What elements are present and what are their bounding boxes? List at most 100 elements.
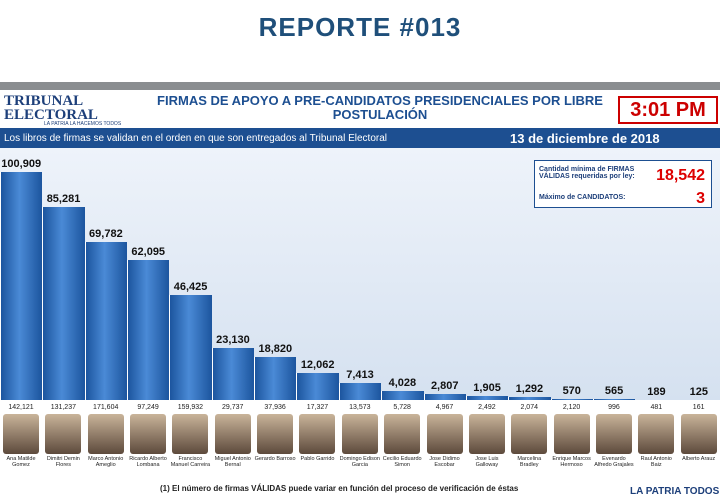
value-label: 565 <box>604 384 624 397</box>
bar <box>508 397 551 400</box>
value-label: 62,095 <box>131 245 166 258</box>
total-label: 161 <box>692 404 705 411</box>
value-label: 85,281 <box>46 193 81 206</box>
value-label: 12,062 <box>300 358 335 371</box>
photo <box>341 414 378 454</box>
photo <box>426 414 463 454</box>
bar <box>423 393 466 400</box>
candidate-name: Pablo Garrido <box>300 456 335 462</box>
value-label: 570 <box>562 384 581 397</box>
bar <box>0 172 43 400</box>
candidate-name: Cecilio Eduardo Simon <box>382 456 422 468</box>
value-label: 46,425 <box>173 281 208 294</box>
logo-tagline: LA PATRIA LA HACEMOS TODOS <box>44 121 122 127</box>
title: REPORTE #013 <box>258 12 462 42</box>
candidate-name: Gerardo Barroso <box>254 456 296 462</box>
photo <box>384 414 421 454</box>
bar <box>465 395 509 400</box>
min-label: Cantidad mínima de FIRMAS VÁLIDAS requer… <box>539 166 635 180</box>
value-label: 18,820 <box>258 343 293 356</box>
bar <box>42 207 85 400</box>
candidate-name: Miguel Antonio Bernal <box>214 456 251 468</box>
total-label: 2,074 <box>520 404 538 411</box>
candidate-name: Alberto Arauz <box>682 456 716 462</box>
candidate-name: Domingo Edison Garcia <box>339 456 380 468</box>
bar <box>550 398 593 400</box>
bar <box>296 372 339 400</box>
note: Los libros de firmas se validan en el or… <box>4 133 388 144</box>
photo <box>87 414 124 454</box>
value-label: 1,292 <box>515 383 544 396</box>
candidate-name: Ana Matilde Gomez <box>6 456 36 468</box>
min-value: 18,542 <box>656 167 705 184</box>
total-label: 2,120 <box>562 404 581 411</box>
value-label: 7,413 <box>346 369 374 382</box>
total-label: 171,604 <box>93 404 119 411</box>
photo <box>595 414 632 454</box>
candidate-name: Jose Luis Galloway <box>475 456 499 468</box>
banner <box>0 90 720 130</box>
value-label: 69,782 <box>89 228 123 241</box>
max-value: 3 <box>696 190 705 207</box>
photo <box>214 414 251 454</box>
photo <box>680 414 717 454</box>
candidate-name: Francisco Manuel Carreira <box>170 456 211 468</box>
value-label: 4,028 <box>388 376 417 389</box>
photo <box>638 414 675 454</box>
total-label: 4,967 <box>435 404 454 411</box>
total-label: 2,492 <box>478 404 496 411</box>
candidate-name: Evenardo Alfredo Grajales <box>594 456 634 468</box>
logo: TRIBUNAL ELECTORAL <box>4 93 98 123</box>
total-label: 37,936 <box>264 404 286 411</box>
bar <box>254 357 297 400</box>
total-label: 159,932 <box>177 404 204 411</box>
bar <box>84 242 128 400</box>
bar <box>381 390 424 400</box>
photo <box>553 414 590 454</box>
total-label: 142,121 <box>8 404 34 411</box>
photo <box>511 414 548 454</box>
total-label: 97,249 <box>137 404 159 411</box>
value-label: 100,909 <box>1 158 42 170</box>
footnote: (1) El número de firmas VÁLIDAS puede va… <box>160 484 519 493</box>
value-label: 189 <box>647 385 666 398</box>
bar <box>592 398 636 400</box>
photo <box>257 414 294 454</box>
photo <box>172 414 209 454</box>
max-label: Máximo de CANDIDATOS: <box>539 194 626 201</box>
total-label: 5,728 <box>393 404 411 411</box>
candidate-name: Dimitri Demin Flores <box>46 456 80 468</box>
brand: LA PATRIA TODOS <box>630 486 720 497</box>
value-label: 2,807 <box>430 379 459 392</box>
time: 3:01 PM <box>618 96 718 124</box>
photo <box>3 414 39 454</box>
total-label: 13,573 <box>349 404 371 411</box>
candidate-name: Marcelina Bradley <box>517 456 542 468</box>
total-label: 29,737 <box>222 404 244 411</box>
bar <box>169 295 212 400</box>
photo <box>299 414 336 454</box>
info-box: Cantidad mínima de FIRMAS VÁLIDAS requer… <box>534 160 712 208</box>
photo <box>45 414 82 454</box>
total-label: 996 <box>608 404 620 411</box>
strip <box>0 82 720 90</box>
subbanner <box>0 130 720 148</box>
total-label: 17,327 <box>306 404 329 411</box>
total-label: 131,237 <box>50 404 76 411</box>
value-label: 23,130 <box>216 333 250 346</box>
bar <box>127 259 170 400</box>
bar <box>211 347 255 400</box>
photo <box>130 414 167 454</box>
candidate-name: Jose Didimo Escobar <box>429 456 460 468</box>
candidate-name: Raul Antonio Baiz <box>640 456 672 468</box>
value-label: 125 <box>689 385 708 398</box>
heading: FIRMAS DE APOYO A PRE-CANDIDATOS PRESIDE… <box>157 93 603 122</box>
total-label: 481 <box>650 404 663 411</box>
value-label: 1,905 <box>473 381 501 394</box>
candidate-name: Enrique Marcos Hermoso <box>552 456 591 468</box>
candidate-name: Ricardo Alberto Lombana <box>129 456 167 468</box>
date: 13 de diciembre de 2018 <box>510 131 660 146</box>
bar <box>338 383 382 400</box>
candidate-name: Marco Antonio Ameglio <box>88 456 124 468</box>
